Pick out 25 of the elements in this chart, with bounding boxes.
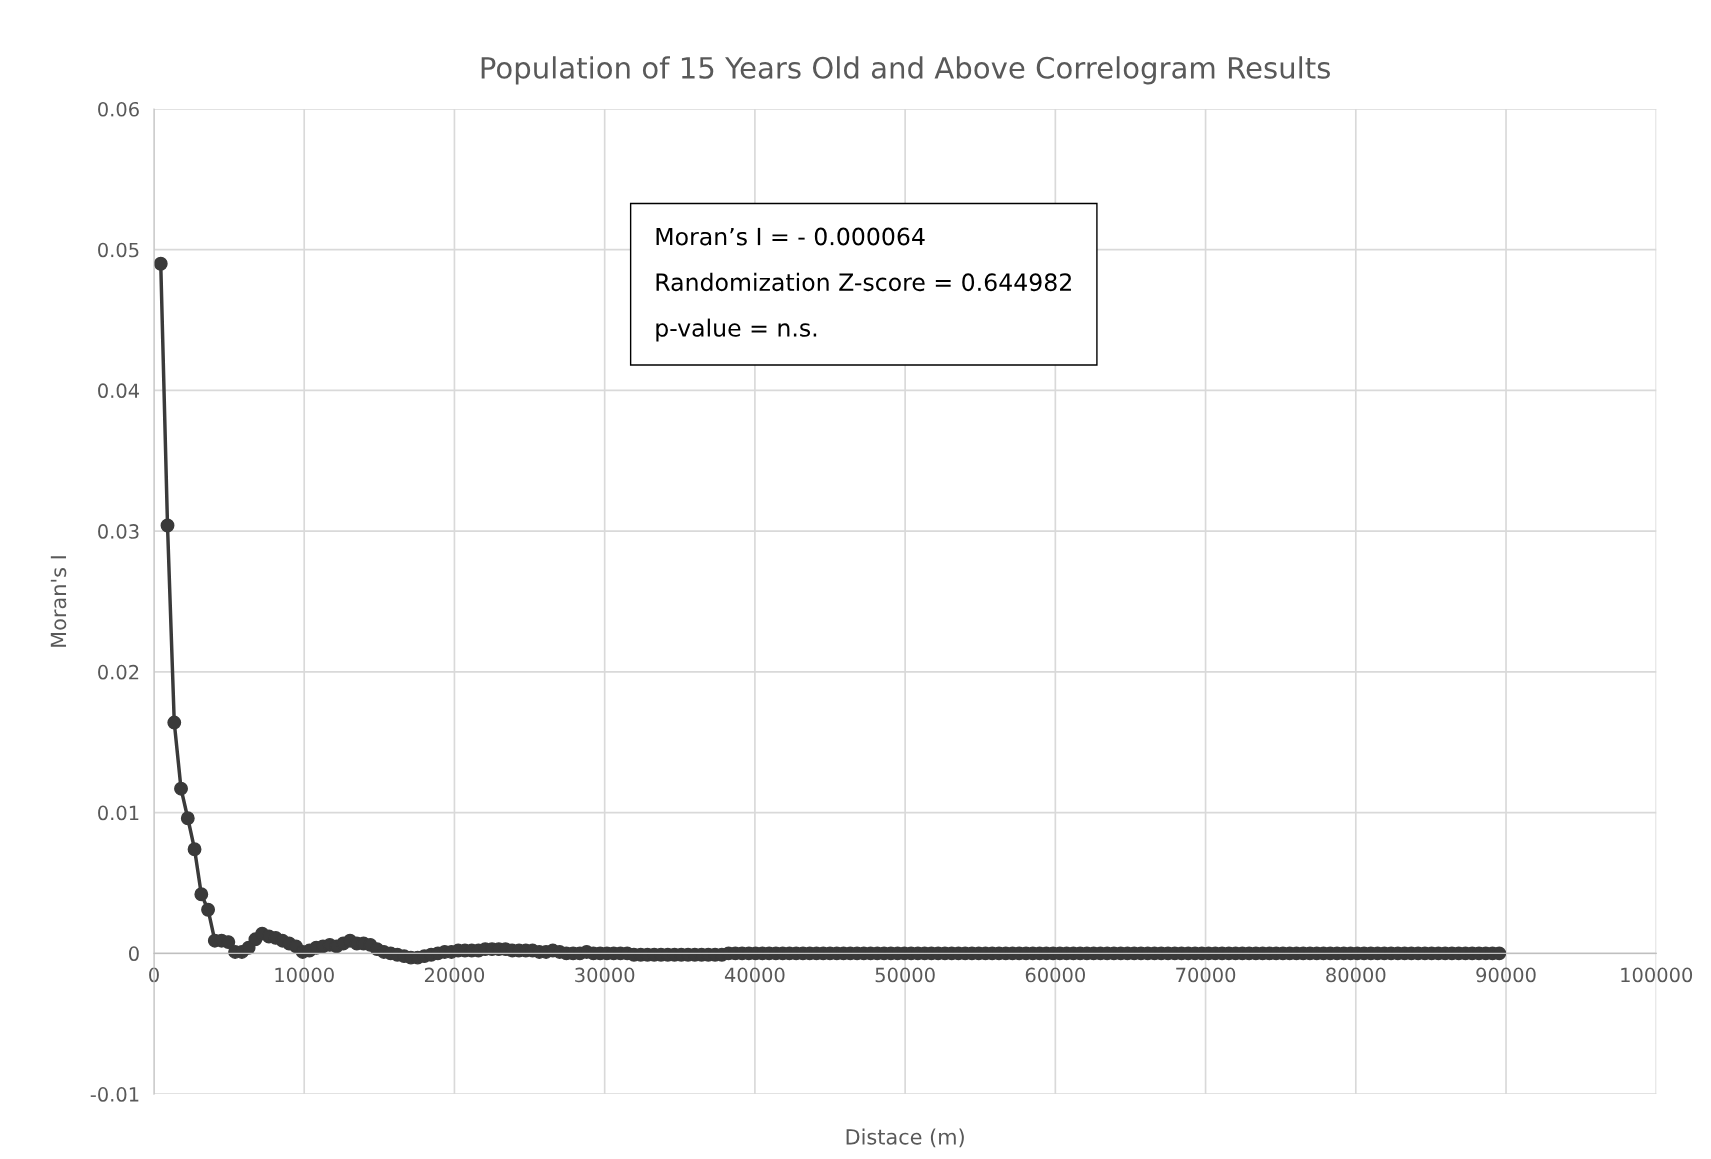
- x-tick-label: 90000: [1476, 967, 1536, 983]
- annotation: Randomization Z-score = 0.644982: [656, 272, 1071, 292]
- x-tick-label: 80000: [1326, 967, 1386, 983]
- x-tick-label: 50000: [875, 967, 935, 983]
- y-tick-label: 0.04: [98, 383, 140, 399]
- y-tick-label: 0.06: [98, 101, 139, 117]
- x-tick-label: 0: [149, 967, 159, 983]
- y-tick-label: 0: [129, 946, 139, 962]
- y-tick-label: 0.02: [98, 664, 139, 680]
- x-tick-label: 70000: [1176, 967, 1236, 983]
- y-tick-label: 0.05: [98, 242, 139, 258]
- x-tick-label: 60000: [1025, 967, 1085, 983]
- y-axis-title: Moran's I: [50, 556, 67, 647]
- x-tick-label: 20000: [424, 967, 485, 983]
- y-tick-label: 0.01: [98, 805, 139, 821]
- annotation: Moran’s I = - 0.000064: [656, 227, 925, 246]
- x-axis-title: Distace (m): [846, 1128, 964, 1148]
- x-tick-label: 40000: [724, 967, 785, 983]
- y-tick-label: -0.01: [90, 1087, 139, 1102]
- x-tick-label: 30000: [575, 967, 635, 983]
- x-tick-label: 10000: [275, 967, 334, 983]
- annotation: p-value = n.s.: [656, 318, 817, 342]
- chart-title: Population of 15 Years Old and Above Correlogram Results: [481, 56, 1330, 85]
- x-tick-label: 100000: [1621, 967, 1693, 983]
- y-tick-label: 0.03: [98, 524, 139, 539]
